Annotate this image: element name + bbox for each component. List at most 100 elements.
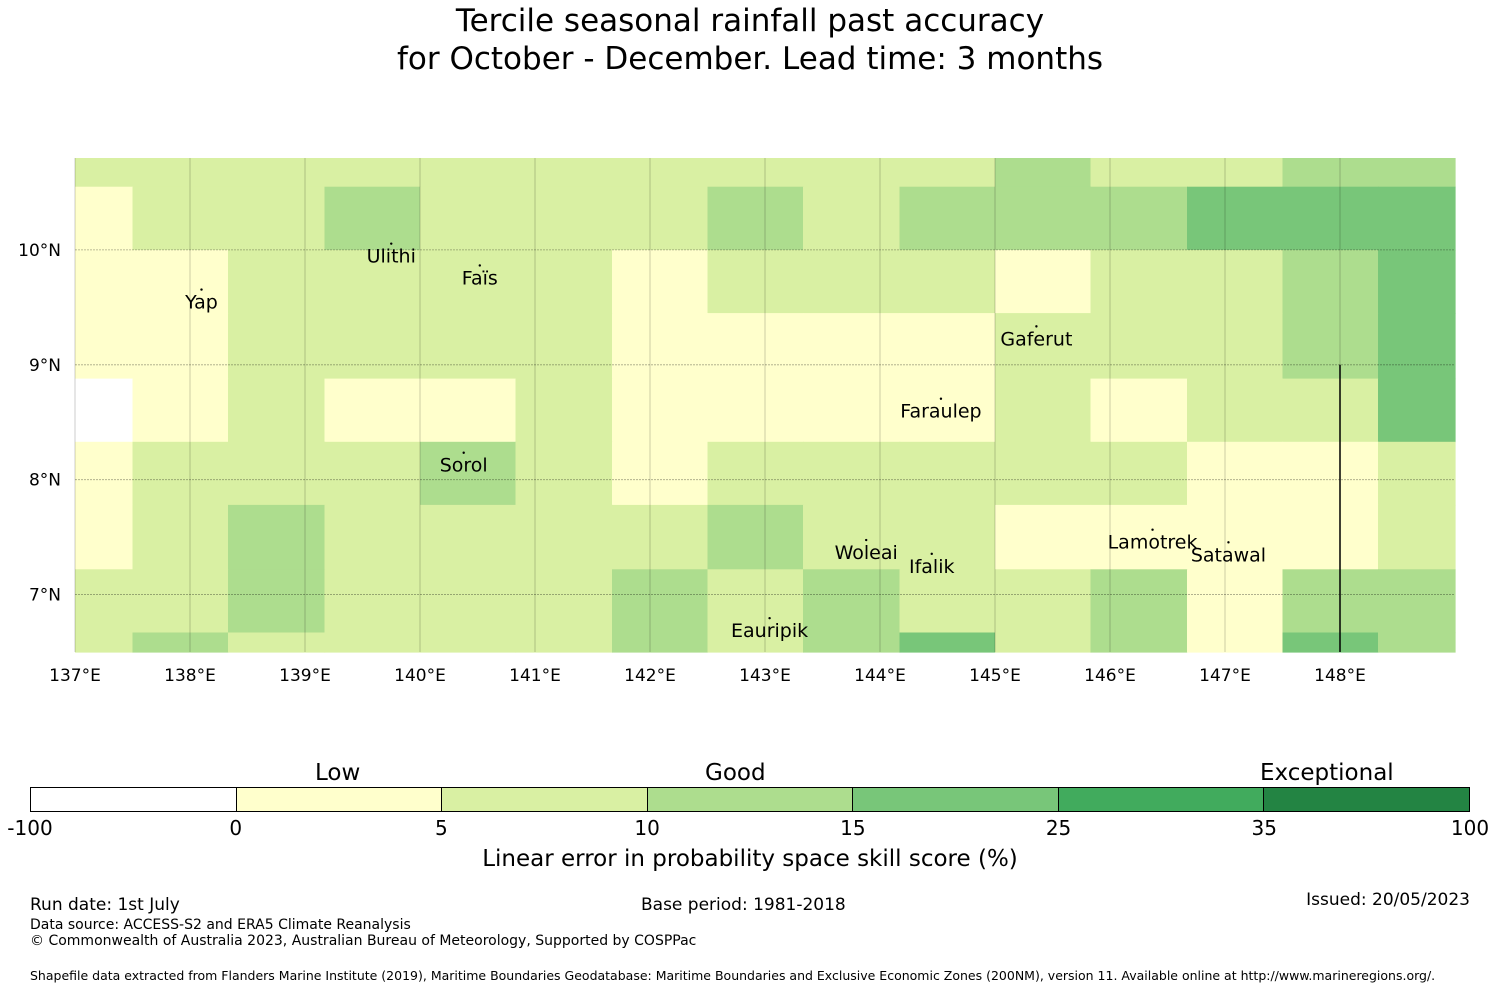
lat-tick-label: 8°N [29,471,61,491]
skill-cell [612,249,709,314]
skill-cell [612,569,709,634]
skill-cell [1282,313,1379,380]
skill-cell [515,632,613,653]
skill-cell [75,378,134,443]
skill-cell [803,249,901,314]
skill-cell [899,441,996,506]
island-label: Lamotrek [1108,532,1198,554]
lon-tick-label: 138°E [164,666,216,686]
copyright: © Commonwealth of Australia 2023, Austra… [30,933,697,949]
skill-cell [612,158,709,188]
colorbar-tick-label: 35 [1251,816,1278,840]
skill-cell [515,158,613,188]
skill-cell [1378,441,1456,506]
lon-tick-label: 141°E [509,666,561,686]
island-label: Faraulep [900,401,981,423]
skill-cell [1090,249,1188,314]
skill-cell [995,186,1092,251]
skill-cell [228,249,326,314]
skill-cell [132,632,229,653]
shapefile-credit: Shapefile data extracted from Flanders M… [30,968,1436,983]
skill-cell [1282,441,1379,506]
skill-cell [132,378,229,443]
skill-cell [324,569,421,634]
skill-cell [515,313,613,380]
skill-cell [1187,186,1284,251]
colorbar-tick-label: 5 [435,816,448,840]
skill-cell [803,441,901,506]
skill-cell [228,186,326,251]
skill-cell [228,378,326,443]
skill-cell [132,441,229,506]
skill-map: Ulithi Faïs Yap Gaferut Faraulep Sorol Woleai I… [18,158,1456,686]
colorbar-segment [31,788,236,811]
island-label: Gaferut [1000,328,1072,350]
island-label: Ifalik [909,556,955,578]
skill-cell [132,504,229,570]
skill-cell [1187,441,1284,506]
skill-cell [899,313,996,380]
skill-cell [228,313,326,380]
colorbar-category-good: Good [705,760,766,786]
title-line-2: for October - December. Lead time: 3 mon… [396,41,1104,77]
skill-cell [995,441,1092,506]
skill-cell [995,313,1092,380]
lon-tick-label: 143°E [739,666,791,686]
skill-cell [1187,249,1284,314]
lon-tick-label: 145°E [969,666,1021,686]
island-marker [1227,541,1230,544]
skill-cell [899,249,996,314]
skill-cell [707,313,804,380]
skill-cell [324,378,421,443]
skill-cell [1282,186,1379,251]
skill-cell [995,504,1092,570]
skill-cell [803,569,901,634]
skill-cell [707,632,804,653]
island-marker [768,616,771,620]
skill-cell [899,158,996,188]
colorbar-category-low: Low [315,760,361,786]
island-label: Ulithi [367,246,416,268]
lon-tick-label: 148°E [1314,666,1366,686]
skill-cell [420,186,517,251]
skill-cell [75,504,134,570]
skill-cell [132,158,229,188]
island-marker [390,242,393,245]
skill-cell [995,378,1092,443]
skill-cell [132,186,229,251]
skill-cell [515,569,613,634]
lon-tick-label: 142°E [624,666,676,686]
island-marker [478,264,481,267]
skill-cell [1378,632,1456,653]
skill-cell [1378,158,1456,188]
skill-cell [995,249,1092,314]
skill-cell [899,632,996,653]
skill-cell [420,569,517,634]
colorbar-category-exceptional: Exceptional [1260,760,1394,786]
data-source: Data source: ACCESS-S2 and ERA5 Climate … [30,917,411,933]
skill-cell [1187,632,1284,653]
skill-cell [75,441,134,506]
skill-cell [995,632,1092,653]
skill-cell [75,249,134,314]
colorbar [30,787,1470,812]
skill-cell [132,249,229,314]
lat-tick-label: 9°N [29,356,61,376]
skill-cell [515,249,613,314]
island-marker [462,451,465,454]
skill-cell [1090,378,1188,443]
skill-cell [420,378,517,443]
island-marker [865,538,868,542]
skill-cell [132,569,229,634]
skill-cell [803,504,901,570]
skill-cell [612,441,709,506]
colorbar-segment [1057,788,1264,811]
skill-cell [995,569,1092,634]
skill-cell [899,186,996,251]
lat-tick-label: 10°N [18,241,61,261]
skill-cell [1187,313,1284,380]
lon-tick-label: 146°E [1084,666,1136,686]
skill-cell [1187,569,1284,634]
lon-tick-label: 147°E [1199,666,1251,686]
skill-cell [420,441,517,506]
